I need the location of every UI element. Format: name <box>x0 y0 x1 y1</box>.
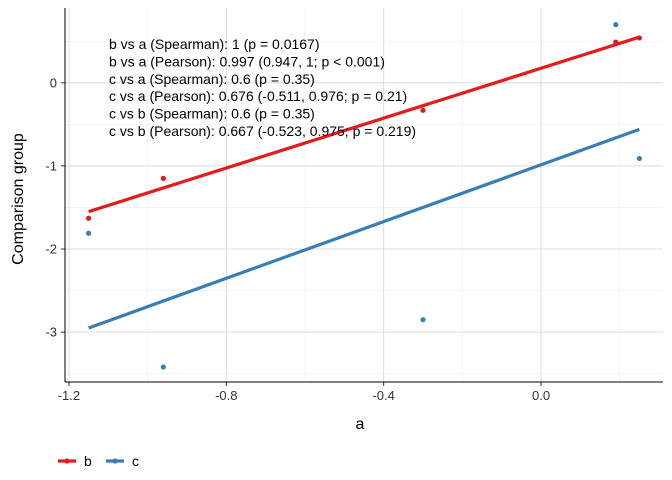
point-b <box>613 39 619 45</box>
point-c <box>160 364 166 370</box>
annotation-line: c vs a (Spearman): 0.6 (p = 0.35) <box>109 71 315 87</box>
y-tick-label: 0 <box>50 75 57 90</box>
point-c <box>420 317 426 323</box>
fit-lines <box>88 35 640 330</box>
legend-key-point-c <box>112 458 118 464</box>
fit-line-c <box>88 127 640 330</box>
annotation-line: b vs a (Spearman): 1 (p = 0.0167) <box>109 36 320 52</box>
y-tick-label: -1 <box>45 158 57 173</box>
point-c <box>86 230 92 236</box>
x-axis-title: a <box>356 416 365 433</box>
gridlines <box>65 8 663 382</box>
fit-line-b <box>88 35 640 214</box>
y-tick-label: -2 <box>45 242 57 257</box>
annotation-line: c vs b (Spearman): 0.6 (p = 0.35) <box>109 106 315 122</box>
legend-key-point-b <box>64 458 70 464</box>
legend-label-c: c <box>132 453 139 469</box>
point-c <box>613 22 619 28</box>
point-b <box>636 35 642 41</box>
x-tick-label: -0.8 <box>215 388 237 403</box>
point-b <box>420 107 426 113</box>
x-tick-label: -0.4 <box>372 388 394 403</box>
y-axis-title: Comparison group <box>10 133 27 265</box>
axes: -1.2 -0.8 -0.4 0.0 -3 -2 -1 0 <box>45 8 663 403</box>
point-c <box>636 155 642 162</box>
point-b <box>86 215 92 221</box>
annotation-line: b vs a (Pearson): 0.997 (0.947, 1; p < 0… <box>109 53 385 69</box>
legend-label-b: b <box>84 453 92 469</box>
y-tick-label: -3 <box>45 325 57 340</box>
point-b <box>160 175 166 181</box>
annotation-line: c vs b (Pearson): 0.667 (-0.523, 0.975; … <box>109 123 416 139</box>
data-points <box>86 22 642 370</box>
x-tick-label: 0.0 <box>532 388 550 403</box>
annotation-line: c vs a (Pearson): 0.676 (-0.511, 0.976; … <box>109 88 407 104</box>
x-tick-label: -1.2 <box>58 388 80 403</box>
annotation-block: b vs a (Spearman): 1 (p = 0.0167)b vs a … <box>109 36 416 139</box>
